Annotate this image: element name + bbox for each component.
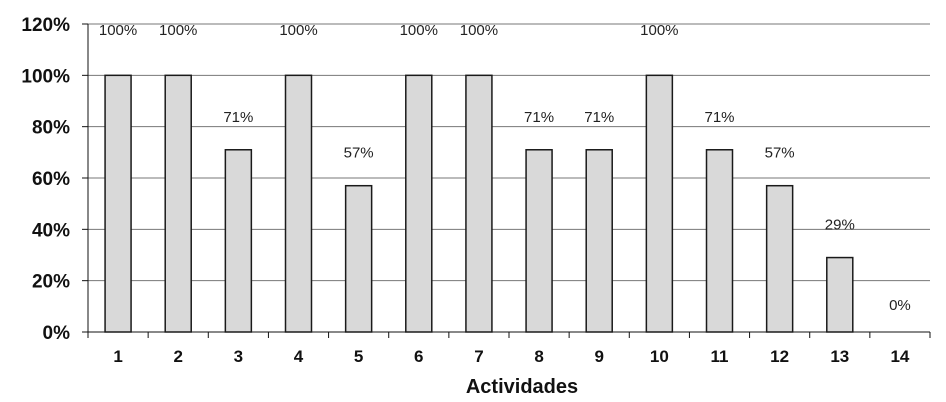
y-axis: 0% 20% 40% 60% 80% 100% 120% bbox=[21, 15, 89, 344]
x-tick-label: 14 bbox=[890, 347, 909, 366]
x-tick-label: 1 bbox=[113, 347, 122, 366]
bar-3 bbox=[224, 149, 253, 333]
data-label: 0% bbox=[889, 297, 911, 314]
x-tick-label: 10 bbox=[650, 347, 669, 366]
x-tick-label: 11 bbox=[711, 347, 729, 366]
bar-1 bbox=[104, 74, 132, 333]
bar-9 bbox=[585, 149, 613, 333]
bar-4 bbox=[284, 74, 313, 333]
x-axis-title: Actividades bbox=[466, 376, 578, 398]
data-label: 29% bbox=[825, 217, 855, 234]
bar-11 bbox=[705, 149, 734, 333]
x-tick-label: 8 bbox=[534, 347, 543, 366]
bars bbox=[104, 74, 854, 333]
data-label: 100% bbox=[279, 22, 317, 39]
y-tick-label: 60% bbox=[32, 169, 70, 190]
x-tick-label: 4 bbox=[294, 347, 304, 366]
data-label: 57% bbox=[344, 145, 374, 162]
data-label: 71% bbox=[584, 109, 614, 126]
x-tick-label: 6 bbox=[414, 347, 423, 366]
x-tick-label: 2 bbox=[173, 347, 182, 366]
data-label: 57% bbox=[765, 145, 795, 162]
x-tick-label: 5 bbox=[354, 347, 363, 366]
x-tick-label: 9 bbox=[594, 347, 603, 366]
data-label: 100% bbox=[99, 22, 137, 39]
bar-13 bbox=[826, 256, 854, 333]
bar-6 bbox=[405, 74, 433, 333]
bar-8 bbox=[525, 149, 553, 333]
x-tick-label: 7 bbox=[474, 347, 483, 366]
y-tick-label: 80% bbox=[32, 118, 70, 139]
data-labels: 100% 100% 71% 100% 57% 100% 100% 71% 71% 100% 71% 5… bbox=[99, 22, 911, 314]
data-label: 100% bbox=[460, 22, 498, 39]
y-tick-label: 40% bbox=[32, 220, 70, 241]
x-tick-label: 3 bbox=[234, 347, 243, 366]
y-tick-label: 100% bbox=[21, 66, 70, 87]
bar-2 bbox=[164, 74, 192, 333]
y-tick-label: 20% bbox=[32, 272, 70, 293]
data-label: 71% bbox=[704, 109, 734, 126]
x-tick-label: 13 bbox=[830, 347, 849, 366]
bar-7 bbox=[465, 74, 493, 333]
x-axis: 1 2 3 4 5 6 7 8 9 10 11 12 13 14 bbox=[87, 331, 931, 366]
bar-10 bbox=[645, 74, 674, 333]
data-label: 100% bbox=[400, 22, 438, 39]
data-label: 71% bbox=[223, 109, 253, 126]
x-tick-label: 12 bbox=[770, 347, 789, 366]
data-label: 71% bbox=[524, 109, 554, 126]
data-label: 100% bbox=[159, 22, 197, 39]
y-tick-label: 120% bbox=[21, 15, 70, 36]
data-label: 100% bbox=[640, 22, 678, 39]
y-tick-label: 0% bbox=[43, 323, 71, 344]
bar-12 bbox=[765, 184, 794, 333]
gridlines bbox=[88, 23, 930, 282]
bar-5 bbox=[344, 184, 373, 333]
